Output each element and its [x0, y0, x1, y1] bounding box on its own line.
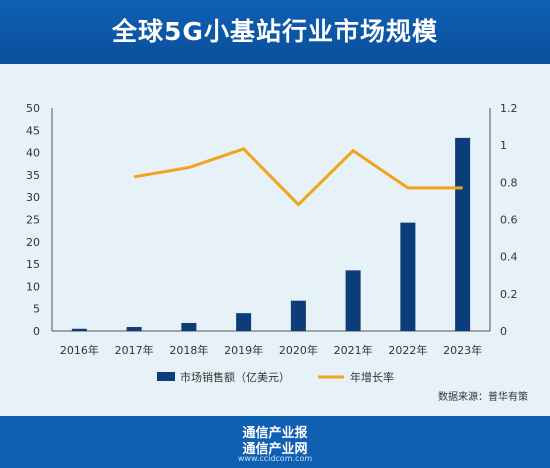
x-tick-label: 2020年: [279, 343, 318, 357]
footer-brand-2: 通信产业网: [242, 442, 308, 457]
y-left-tick-label: 45: [26, 124, 40, 137]
y-left-tick-label: 0: [33, 325, 40, 338]
x-tick-label: 2019年: [224, 343, 263, 357]
bar: [126, 326, 142, 331]
x-tick-label: 2021年: [334, 343, 373, 357]
y-left-tick-label: 25: [26, 214, 40, 227]
y-left-tick-label: 5: [33, 303, 40, 316]
legend-line-label: 年增长率: [350, 370, 394, 384]
y-left-tick-label: 40: [26, 147, 40, 160]
bar: [455, 137, 471, 331]
bar: [345, 270, 361, 331]
y-left-tick-label: 30: [26, 191, 40, 204]
y-left-tick-label: 35: [26, 169, 40, 182]
y-right-tick-label: 1.2: [500, 102, 518, 115]
footer-url: www.ccidcom.com: [237, 454, 313, 463]
y-right-tick-label: 1: [500, 139, 507, 152]
bar: [236, 313, 252, 331]
footer-banner: 通信产业报 通信产业网 www.ccidcom.com: [0, 416, 550, 468]
x-tick-label: 2022年: [388, 343, 427, 357]
bar: [400, 222, 416, 331]
x-tick-label: 2023年: [443, 343, 482, 357]
chart-area: 0 5 10 15 20 25 30 35 40 45 50 0 0.2 0.4 0.6 0.8 1 1.2 201…: [26, 102, 518, 384]
bar: [181, 322, 197, 331]
y-right-tick-label: 0: [500, 325, 507, 338]
growth-rate-line: [133, 147, 463, 207]
y-right-tick-label: 0.4: [500, 251, 518, 264]
x-tick-label: 2017年: [115, 343, 154, 357]
chart-title: 全球5G小基站行业市场规模: [112, 17, 438, 46]
legend-bar-swatch: [157, 372, 175, 381]
x-tick-label: 2016年: [60, 343, 99, 357]
y-left-tick-label: 15: [26, 258, 40, 271]
y-right-tick-label: 0.6: [500, 214, 518, 227]
y-right-tick-label: 0.8: [500, 176, 518, 189]
bar: [290, 300, 306, 331]
y-right-tick-label: 0.2: [500, 288, 518, 301]
footer-brand-1: 通信产业报: [242, 426, 308, 441]
y-left-tick-label: 50: [26, 102, 40, 115]
header-banner: [0, 0, 550, 64]
source-note: 数据来源：普华有策: [438, 392, 528, 403]
x-tick-label: 2018年: [169, 343, 208, 357]
y-left-tick-label: 10: [26, 280, 40, 293]
bar: [71, 328, 87, 331]
legend-bar-label: 市场销售额（亿美元）: [180, 370, 290, 384]
y-left-tick-label: 20: [26, 236, 40, 249]
